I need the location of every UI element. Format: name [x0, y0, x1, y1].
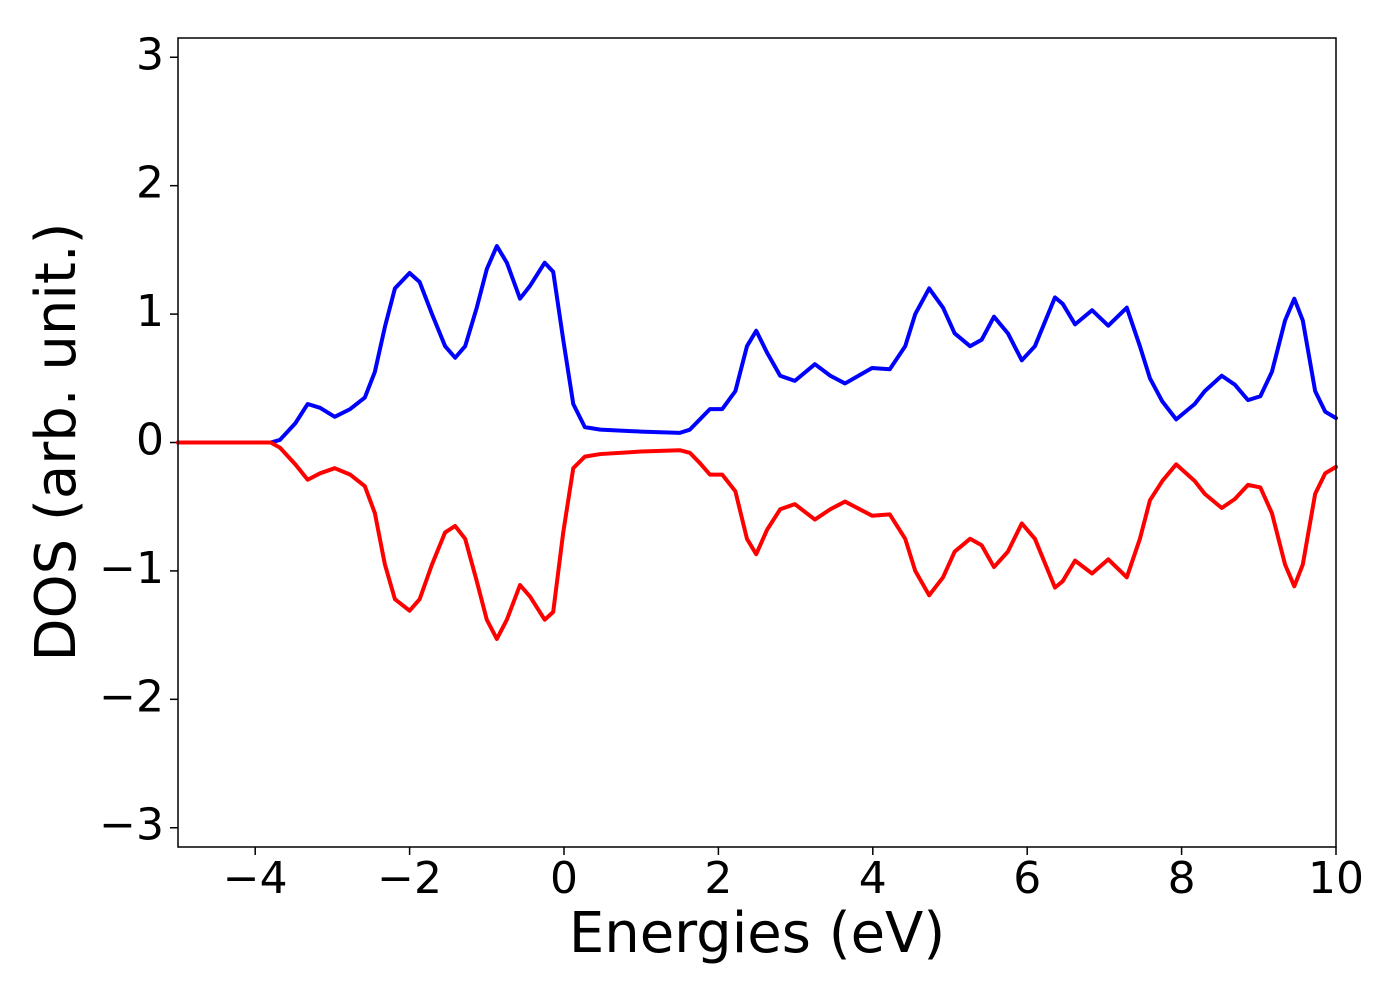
x-tick-label: 2 [704, 853, 732, 904]
x-tick-label: −2 [377, 853, 442, 904]
y-tick-label: −3 [99, 800, 164, 851]
y-axis-label: DOS (arb. unit.) [24, 222, 89, 661]
line-series [176, 244, 1338, 445]
y-tick-label: −2 [99, 671, 164, 722]
x-tick-label: 0 [550, 853, 578, 904]
plot-frame [177, 37, 1337, 848]
x-tick-label: 6 [1013, 853, 1041, 904]
y-tick-label: 1 [136, 286, 164, 337]
y-tick-label: −1 [99, 543, 164, 594]
y-tick-label: 3 [136, 29, 164, 80]
x-tick-label: −4 [223, 853, 288, 904]
x-axis-label: Energies (eV) [569, 901, 945, 966]
y-tick-label: 0 [136, 415, 164, 466]
x-tick-label: 4 [859, 853, 887, 904]
line-series [176, 440, 1338, 641]
x-tick-label: 8 [1168, 853, 1196, 904]
y-tick-label: 2 [136, 158, 164, 209]
x-tick-label: 10 [1308, 853, 1364, 904]
